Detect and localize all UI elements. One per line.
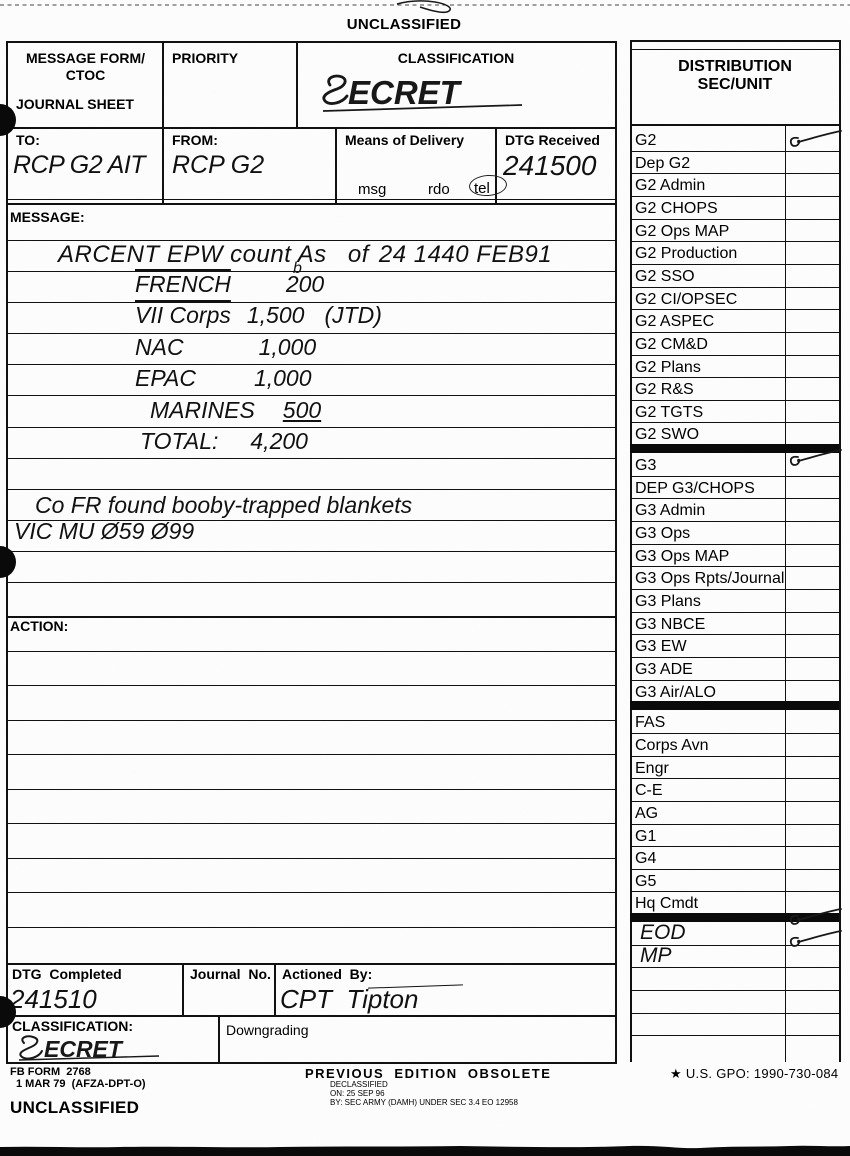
svg-text:ECRET: ECRET	[348, 74, 463, 111]
